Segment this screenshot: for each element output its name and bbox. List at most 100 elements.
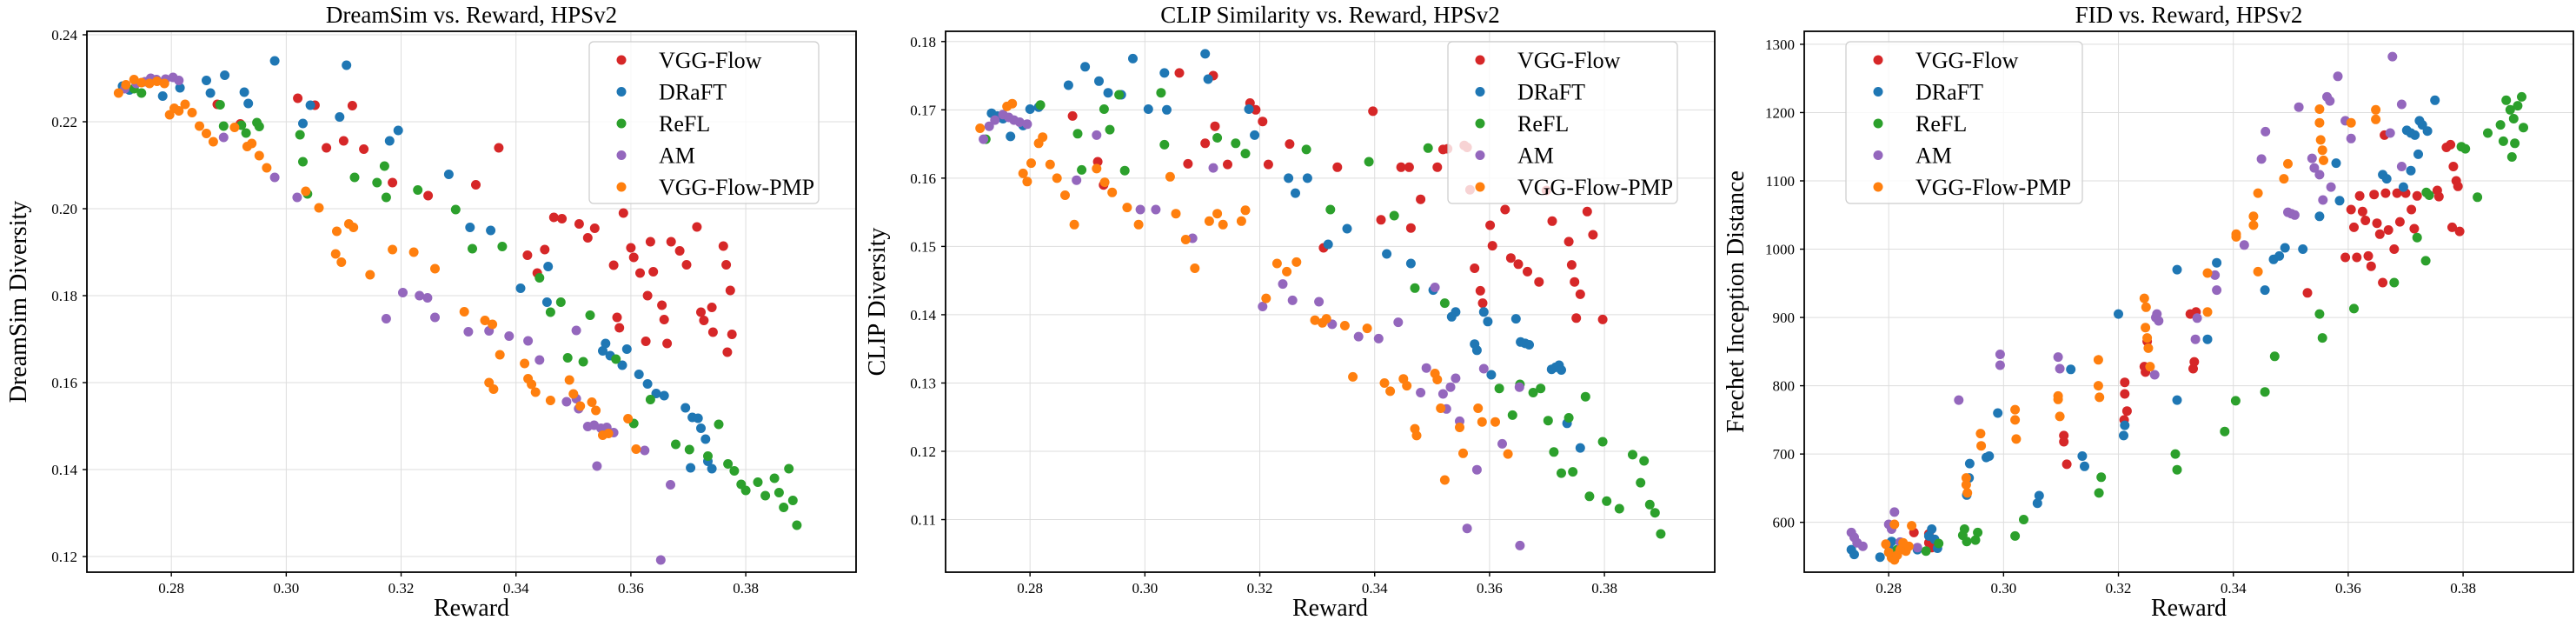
scatter-point <box>2212 285 2222 296</box>
scatter-point <box>408 247 419 257</box>
scatter-point <box>415 290 425 301</box>
series-am <box>979 110 1525 550</box>
scatter-point <box>2325 96 2335 106</box>
scatter-point <box>1588 230 1598 240</box>
scatter-point <box>1022 119 1032 130</box>
scatter-point <box>2349 303 2359 314</box>
scatter-point <box>2380 188 2391 198</box>
scatter-point <box>2212 257 2222 268</box>
x-tick-label: 0.32 <box>388 580 415 597</box>
x-tick-label: 0.32 <box>1247 580 1273 597</box>
scatter-point <box>1180 235 1191 244</box>
legend-label: VGG-Flow-PMP <box>1517 175 1673 200</box>
scatter-point <box>1362 323 1372 334</box>
scatter-point <box>2317 333 2327 343</box>
scatter-point <box>696 423 706 433</box>
scatter-point <box>707 303 717 312</box>
scatter-point <box>2253 266 2263 277</box>
scatter-point <box>2032 498 2042 509</box>
legend-label: ReFL <box>659 111 710 137</box>
scatter-point <box>1964 458 1975 469</box>
scatter-point <box>1223 159 1232 170</box>
scatter-point <box>298 118 308 129</box>
scatter-point <box>2260 285 2270 296</box>
scatter-point <box>2315 135 2326 145</box>
scatter-point <box>1077 164 1087 175</box>
scatter-point <box>2406 165 2416 176</box>
scatter-point <box>1961 473 1971 483</box>
scatter-point <box>1470 263 1480 273</box>
scatter-point <box>486 225 496 236</box>
scatter-point <box>2019 515 2028 524</box>
scatter-point <box>1143 104 1153 114</box>
scatter-point <box>2093 381 2103 391</box>
scatter-point <box>1973 527 1983 537</box>
scatter-point <box>723 459 734 469</box>
scatter-point <box>2346 133 2356 143</box>
scatter-point <box>2274 250 2285 261</box>
scatter-point <box>2346 204 2356 215</box>
tick-marks <box>83 34 747 577</box>
scatter-point <box>262 163 272 173</box>
axes-spines <box>86 30 857 573</box>
legend-marker-draft <box>616 87 627 97</box>
scatter-point <box>648 267 659 277</box>
scatter-point <box>1557 468 1566 478</box>
scatter-point <box>2381 174 2392 184</box>
scatter-point <box>1261 293 1271 303</box>
scatter-point <box>2422 126 2433 137</box>
scatter-point <box>2510 138 2520 149</box>
scatter-point <box>2294 102 2304 112</box>
scatter-point <box>984 121 994 131</box>
scatter-point <box>1287 295 1298 305</box>
scatter-point <box>1995 350 2005 359</box>
scatter-point <box>1436 403 1446 413</box>
legend-label: DRaFT <box>659 80 727 105</box>
scatter-point <box>2066 364 2076 375</box>
x-tick-label: 0.30 <box>1990 580 2016 597</box>
scatter-point <box>1478 307 1489 317</box>
scatter-point <box>372 177 382 188</box>
scatter-point <box>545 396 555 405</box>
scatter-point <box>381 192 391 203</box>
series-draft <box>117 56 717 474</box>
y-tick-label: 900 <box>1773 310 1796 326</box>
scatter-point <box>2202 307 2213 317</box>
scatter-point <box>2424 190 2434 200</box>
scatter-point <box>1014 117 1025 127</box>
scatter-point <box>1497 438 1507 449</box>
scatter-point <box>2139 293 2149 303</box>
scatter-point <box>2513 101 2523 111</box>
scatter-point <box>1035 100 1046 110</box>
legend: VGG-Flow DRaFT ReFL AM VGG-Flow-PMP <box>588 41 820 204</box>
scatter-point <box>557 214 568 223</box>
clip-similarity-vs-reward-chart: 0.28 0.30 0.32 0.34 0.36 0.38 0.11 0.12 0.13 0.14… <box>864 2 1716 622</box>
scatter-point <box>229 123 240 132</box>
scatter-point <box>2366 261 2376 271</box>
scatter-point <box>1639 456 1650 466</box>
y-tick-label: 1300 <box>1765 37 1795 53</box>
scatter-point <box>1393 317 1404 328</box>
chart-panel-clip: 0.28 0.30 0.32 0.34 0.36 0.38 0.11 0.12 0.13 0.14… <box>859 0 1717 640</box>
scatter-point <box>1348 371 1358 382</box>
scatter-point <box>174 76 184 85</box>
scatter-point <box>2119 430 2128 441</box>
scatter-point <box>338 136 349 146</box>
y-tick-label: 0.12 <box>910 443 936 460</box>
scatter-point <box>2309 163 2320 173</box>
scatter-point <box>2389 244 2400 254</box>
scatter-point <box>2498 136 2508 146</box>
scatter-point <box>1416 194 1426 204</box>
legend-marker-vgg-flow <box>1475 55 1485 65</box>
scatter-point <box>2460 143 2471 154</box>
scatter-point <box>1921 546 1931 557</box>
scatter-point <box>388 177 398 188</box>
scatter-point <box>621 344 632 354</box>
x-tick-label: 0.36 <box>2335 580 2361 597</box>
scatter-point <box>2307 153 2317 163</box>
scatter-point <box>1528 388 1538 397</box>
scatter-point <box>2011 434 2022 444</box>
scatter-point <box>1650 508 1660 518</box>
scatter-point <box>1284 173 1294 183</box>
scatter-point <box>1236 216 1246 226</box>
